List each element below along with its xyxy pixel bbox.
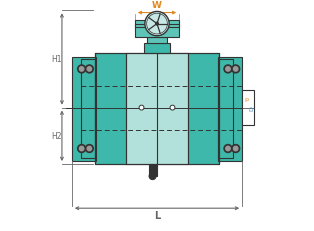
- Bar: [147, 38, 167, 44]
- Text: W: W: [152, 0, 162, 9]
- Circle shape: [155, 23, 159, 26]
- Bar: [81, 60, 95, 159]
- Circle shape: [232, 145, 240, 153]
- Bar: [218, 60, 233, 159]
- Bar: [144, 44, 170, 54]
- Circle shape: [85, 145, 93, 153]
- Bar: [95, 54, 219, 164]
- Circle shape: [79, 147, 84, 151]
- Circle shape: [234, 147, 238, 151]
- Text: L: L: [154, 210, 160, 220]
- Circle shape: [139, 106, 144, 111]
- Text: p: p: [244, 97, 248, 102]
- Bar: [126, 54, 188, 164]
- Bar: [149, 164, 157, 176]
- Text: H2: H2: [51, 132, 62, 141]
- Circle shape: [87, 147, 92, 151]
- Bar: [81, 60, 95, 159]
- Bar: [95, 54, 219, 164]
- Bar: [72, 58, 96, 161]
- Bar: [242, 91, 254, 126]
- Circle shape: [78, 66, 86, 74]
- Circle shape: [149, 173, 156, 180]
- Text: D: D: [249, 106, 254, 111]
- Bar: [135, 25, 179, 28]
- Circle shape: [232, 66, 240, 74]
- Circle shape: [170, 106, 175, 111]
- Circle shape: [226, 147, 230, 151]
- Circle shape: [224, 66, 232, 74]
- Circle shape: [87, 67, 92, 72]
- Bar: [135, 21, 179, 38]
- Bar: [218, 58, 242, 161]
- Circle shape: [226, 67, 230, 72]
- Circle shape: [78, 145, 86, 153]
- Circle shape: [145, 12, 169, 36]
- Circle shape: [234, 67, 238, 72]
- Circle shape: [85, 66, 93, 74]
- Circle shape: [79, 67, 84, 72]
- Text: H1: H1: [51, 55, 62, 64]
- Circle shape: [224, 145, 232, 153]
